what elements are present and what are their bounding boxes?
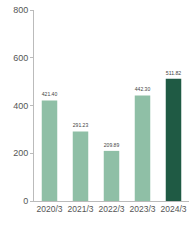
svg-text:2020/3: 2020/3: [37, 204, 63, 214]
svg-text:421.40: 421.40: [42, 91, 58, 97]
svg-text:2022/3: 2022/3: [99, 204, 125, 214]
svg-text:400: 400: [13, 101, 28, 111]
svg-text:2024/3: 2024/3: [161, 204, 187, 214]
svg-text:800: 800: [13, 5, 28, 15]
svg-text:0: 0: [23, 196, 28, 206]
svg-text:600: 600: [13, 53, 28, 63]
svg-text:511.82: 511.82: [166, 70, 182, 76]
svg-text:200: 200: [13, 148, 28, 158]
svg-text:442.30: 442.30: [135, 86, 151, 92]
svg-text:2021/3: 2021/3: [68, 204, 94, 214]
svg-text:291.23: 291.23: [73, 122, 89, 128]
svg-text:2023/3: 2023/3: [130, 204, 156, 214]
svg-text:209.89: 209.89: [104, 142, 120, 148]
